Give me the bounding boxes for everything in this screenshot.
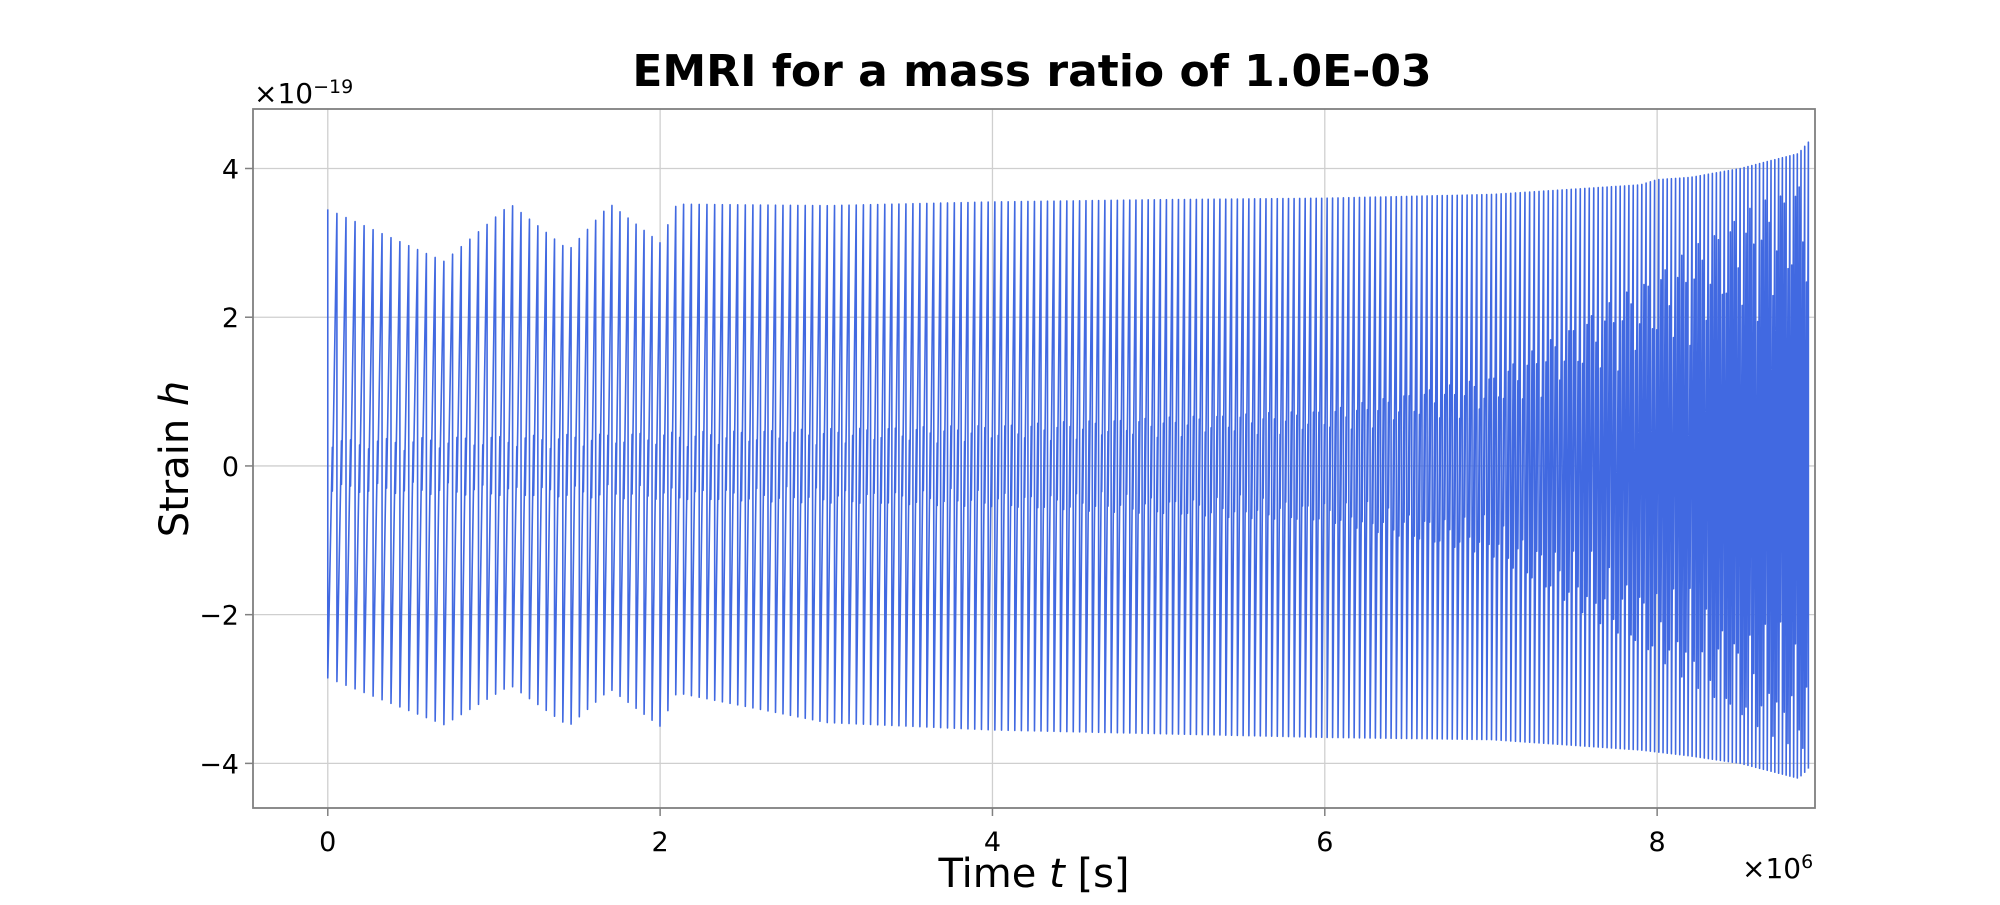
x-tick-label: 6 <box>1316 827 1333 858</box>
ticks: 0 2 4 6 8 −4 −2 0 2 4 <box>199 154 1666 858</box>
x-tick-label: 4 <box>984 827 1001 858</box>
y-tick-label: −2 <box>199 601 239 632</box>
x-axis-label: Time t [s] <box>937 851 1129 897</box>
y-multiplier-exponent: −19 <box>313 76 353 98</box>
x-axis-label-variable: t <box>1049 851 1066 897</box>
y-tick-label: 0 <box>222 452 239 483</box>
x-tick-label: 2 <box>652 827 669 858</box>
x-tick-label: 0 <box>319 827 336 858</box>
x-multiplier-exponent: 6 <box>1801 851 1813 873</box>
y-axis-multiplier: ×10−19 <box>254 76 353 110</box>
y-tick-label: −4 <box>199 749 239 780</box>
x-axis-label-text: Time <box>937 851 1049 897</box>
x-axis-multiplier: ×106 <box>1742 851 1813 885</box>
chart-title: EMRI for a mass ratio of 1.0E-03 <box>632 46 1431 97</box>
y-multiplier-base: ×10 <box>254 77 313 110</box>
x-axis-label-unit: [s] <box>1065 851 1130 897</box>
plot-frame <box>252 108 1816 809</box>
strain-waveform-line <box>326 141 1810 779</box>
y-tick-label: 4 <box>222 154 239 185</box>
x-tick-label: 8 <box>1649 827 1666 858</box>
y-tick-label: 2 <box>222 303 239 334</box>
y-axis-label-text: Strain <box>152 406 198 537</box>
y-axis-label: Strain h <box>152 381 198 538</box>
y-axis-label-variable: h <box>152 381 198 406</box>
series-strain <box>326 141 1810 779</box>
x-multiplier-base: ×10 <box>1742 852 1801 885</box>
